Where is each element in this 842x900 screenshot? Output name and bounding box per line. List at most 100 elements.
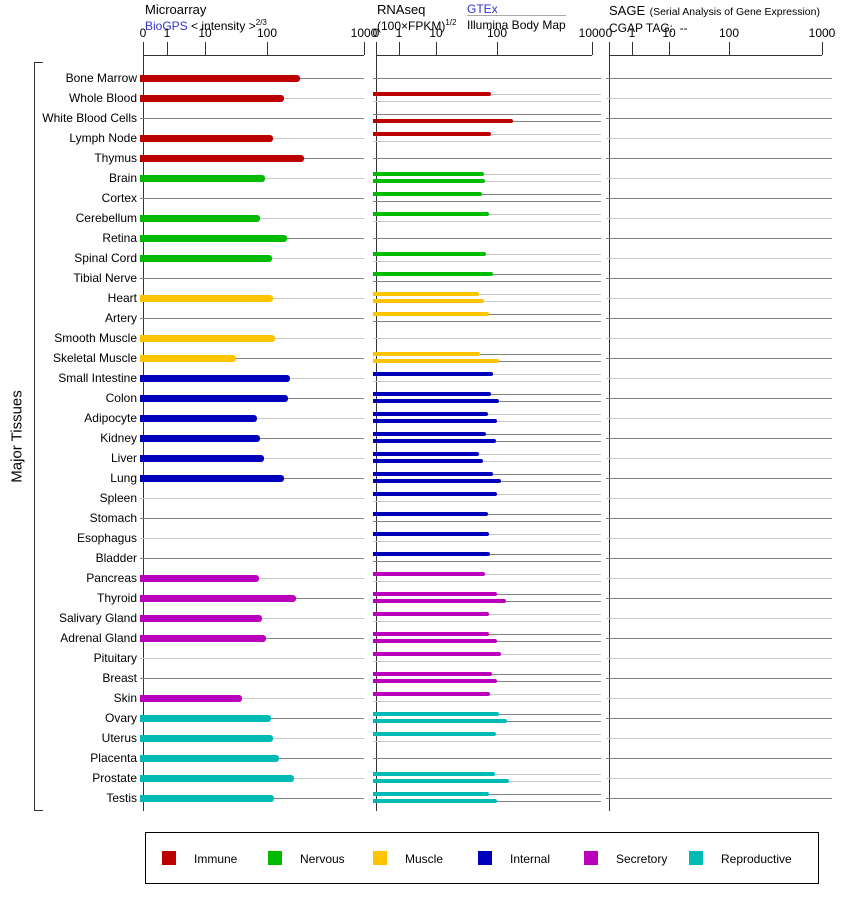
tissue-label: Spinal Cord — [74, 251, 137, 265]
sage-row-track — [606, 758, 832, 759]
microarray-row-track — [140, 658, 364, 659]
bar-rnaseq-gtex-internal — [373, 552, 490, 556]
tissue-label: Skeletal Muscle — [52, 351, 137, 365]
rnaseq-header: RNAseq (100×FPKM)1/2 — [377, 2, 456, 33]
bar-microarray-internal — [140, 475, 284, 482]
legend-label-reproductive: Reproductive — [721, 852, 792, 866]
bar-rnaseq-gtex-internal — [373, 492, 497, 496]
rnaseq-sources: GTEx Illumina Body Map — [467, 2, 566, 32]
rnaseq-row-track — [373, 194, 601, 195]
rnaseq-row-track — [373, 621, 601, 622]
bar-microarray-immune — [140, 95, 284, 102]
bar-rnaseq-gtex-secretory — [373, 692, 490, 696]
sage-row-track — [606, 498, 832, 499]
sage-row-track — [606, 658, 832, 659]
tissue-label: Cerebellum — [75, 211, 137, 225]
microarray-title: Microarray — [145, 2, 207, 17]
bar-rnaseq-gtex-internal — [373, 512, 488, 516]
tissue-label: Lung — [110, 471, 137, 485]
bar-microarray-internal — [140, 435, 260, 442]
rnaseq-row-track — [373, 261, 601, 262]
microarray-axis-tick — [364, 42, 365, 55]
microarray-axis-tick — [205, 42, 206, 55]
tissue-label: Brain — [108, 171, 137, 185]
bar-microarray-muscle — [140, 335, 275, 342]
rnaseq-row-track — [373, 114, 601, 115]
sage-panel-border — [609, 55, 610, 811]
legend-label-internal: Internal — [510, 852, 551, 866]
rnaseq-axis-tick-label: 1 — [395, 26, 403, 40]
sage-row-track — [606, 358, 832, 359]
rnaseq-row-track — [373, 294, 601, 295]
rnaseq-axis-tick-label: 0 — [372, 26, 380, 40]
tissue-label: Lymph Node — [69, 131, 137, 145]
rnaseq-row-track — [373, 338, 601, 339]
microarray-axis-tick-label: 1000 — [350, 26, 378, 40]
tissue-label: Testis — [106, 791, 137, 805]
legend-label-immune: Immune — [194, 852, 238, 866]
bar-rnaseq-gtex-internal — [373, 452, 479, 456]
rnaseq-row-track — [373, 574, 601, 575]
gtex-link[interactable]: GTEx — [467, 2, 498, 16]
tissue-label: Prostate — [92, 771, 137, 785]
rnaseq-row-track — [373, 521, 601, 522]
bar-rnaseq-gtex-reproductive — [373, 792, 489, 796]
tissue-label: Salivary Gland — [58, 611, 137, 625]
bar-rnaseq-illumina-internal — [373, 399, 499, 403]
microarray-axis-line — [143, 55, 364, 56]
rnaseq-row-track — [373, 141, 601, 142]
sage-row-track — [606, 318, 832, 319]
tissue-label: Small Intestine — [58, 371, 137, 385]
tissue-label: Kidney — [100, 431, 137, 445]
bar-microarray-secretory — [140, 595, 296, 602]
bar-rnaseq-illumina-internal — [373, 459, 483, 463]
rnaseq-row-track — [373, 454, 601, 455]
sage-row-track — [606, 738, 832, 739]
tissue-label: Breast — [102, 671, 137, 685]
legend-swatch-muscle — [373, 851, 387, 865]
microarray-row-track — [140, 498, 364, 499]
bar-rnaseq-illumina-muscle — [373, 359, 499, 363]
bar-microarray-nervous — [140, 175, 265, 182]
rnaseq-row-track — [373, 741, 601, 742]
tissue-label: Bone Marrow — [65, 71, 137, 85]
bar-rnaseq-gtex-reproductive — [373, 772, 495, 776]
sage-subtitle: (Serial Analysis of Gene Expression) — [649, 6, 820, 18]
bar-microarray-muscle — [140, 355, 236, 362]
microarray-axis-tick — [167, 42, 168, 55]
sage-row-track — [606, 218, 832, 219]
bar-rnaseq-illumina-nervous — [373, 179, 485, 183]
bar-rnaseq-gtex-nervous — [373, 272, 493, 276]
bar-rnaseq-illumina-muscle — [373, 299, 484, 303]
bar-microarray-internal — [140, 395, 288, 402]
biogps-link[interactable]: BioGPS — [145, 19, 188, 33]
tissue-label: Tibial Nerve — [73, 271, 137, 285]
bar-rnaseq-gtex-secretory — [373, 672, 492, 676]
sage-axis-tick-label: 10 — [662, 26, 676, 40]
bar-microarray-internal — [140, 375, 290, 382]
bar-rnaseq-gtex-internal — [373, 432, 486, 436]
rnaseq-row-track — [373, 158, 601, 159]
bar-microarray-immune — [140, 75, 300, 82]
sage-row-track — [606, 638, 832, 639]
tissue-label: Esophagus — [76, 531, 137, 545]
tissue-label: Pituitary — [93, 651, 137, 665]
sage-row-track — [606, 238, 832, 239]
legend: Immune Nervous Muscle Internal Secretory Repr… — [145, 832, 819, 884]
tissue-label: White Blood Cells — [42, 111, 137, 125]
microarray-row-track — [140, 318, 364, 319]
sage-row-track — [606, 378, 832, 379]
bar-microarray-immune — [140, 135, 273, 142]
group-label-major-tissues: Major Tissues — [8, 390, 26, 483]
bracket-top-tick — [34, 62, 43, 63]
sage-row-track — [606, 538, 832, 539]
sage-row-track — [606, 618, 832, 619]
sage-axis-tick-label: 100 — [718, 26, 740, 40]
bar-microarray-internal — [140, 415, 257, 422]
sage-row-track — [606, 798, 832, 799]
tissue-label: Artery — [104, 311, 137, 325]
bar-rnaseq-illumina-immune — [373, 119, 513, 123]
microarray-row-track — [140, 518, 364, 519]
tissue-label: Spleen — [99, 491, 137, 505]
